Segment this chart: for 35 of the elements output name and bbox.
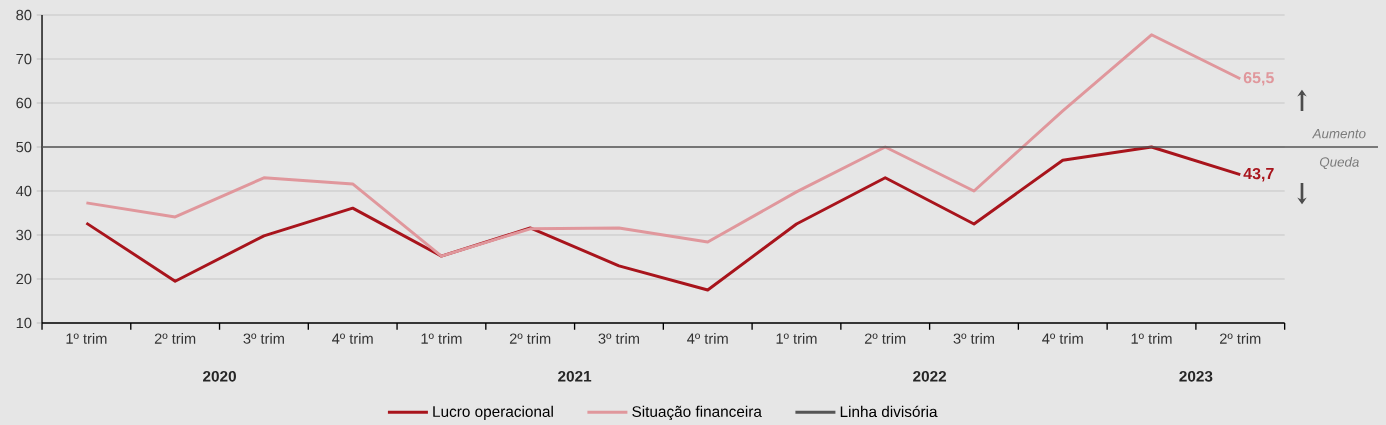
data-label: 43,7 [1243,167,1274,182]
x-tick-label: 3º trim [953,333,995,344]
y-tick-label: 60 [16,97,32,109]
x-tick-label: 1º trim [66,333,107,344]
data-label: 65,5 [1243,71,1274,86]
x-tick-label: 4º trim [687,333,728,344]
legend-label: Lucro operacional [433,405,553,421]
y-tick-label: 40 [16,185,32,197]
line-series [84,33,1242,258]
legend-label: Situação financeira [632,405,762,421]
x-tick-label: 2º trim [509,333,551,344]
x-tick-label: 2º trim [1220,333,1261,344]
x-tick-label: 4º trim [332,333,373,344]
x-tick-label: 1º trim [1131,333,1172,344]
y-tick-label: 80 [16,9,32,21]
y-tick-label: 20 [16,273,32,285]
text: 2021 [558,370,592,382]
text: 2023 [1179,370,1213,382]
x-tick-label: 1º trim [776,333,817,344]
text: Queda [1319,156,1359,170]
x-tick-label: 3º trim [598,333,639,344]
x-tick-label: 3º trim [243,333,284,344]
x-tick-label: 1º trim [421,333,462,344]
text: 2022 [913,370,947,382]
text: Aumento [1311,129,1366,139]
y-tick-label: 10 [16,317,32,329]
x-tick-label: 2º trim [864,333,906,344]
y-tick-label: 30 [16,229,32,241]
y-tick-label: 70 [16,53,32,65]
x-tick-label: 2º trim [154,333,196,344]
x-tick-label: 4º trim [1042,333,1083,344]
legend-label: Linha divisória [840,405,938,418]
line-series [84,145,1242,292]
text: 2020 [203,370,236,382]
y-tick-label: 50 [16,141,32,153]
